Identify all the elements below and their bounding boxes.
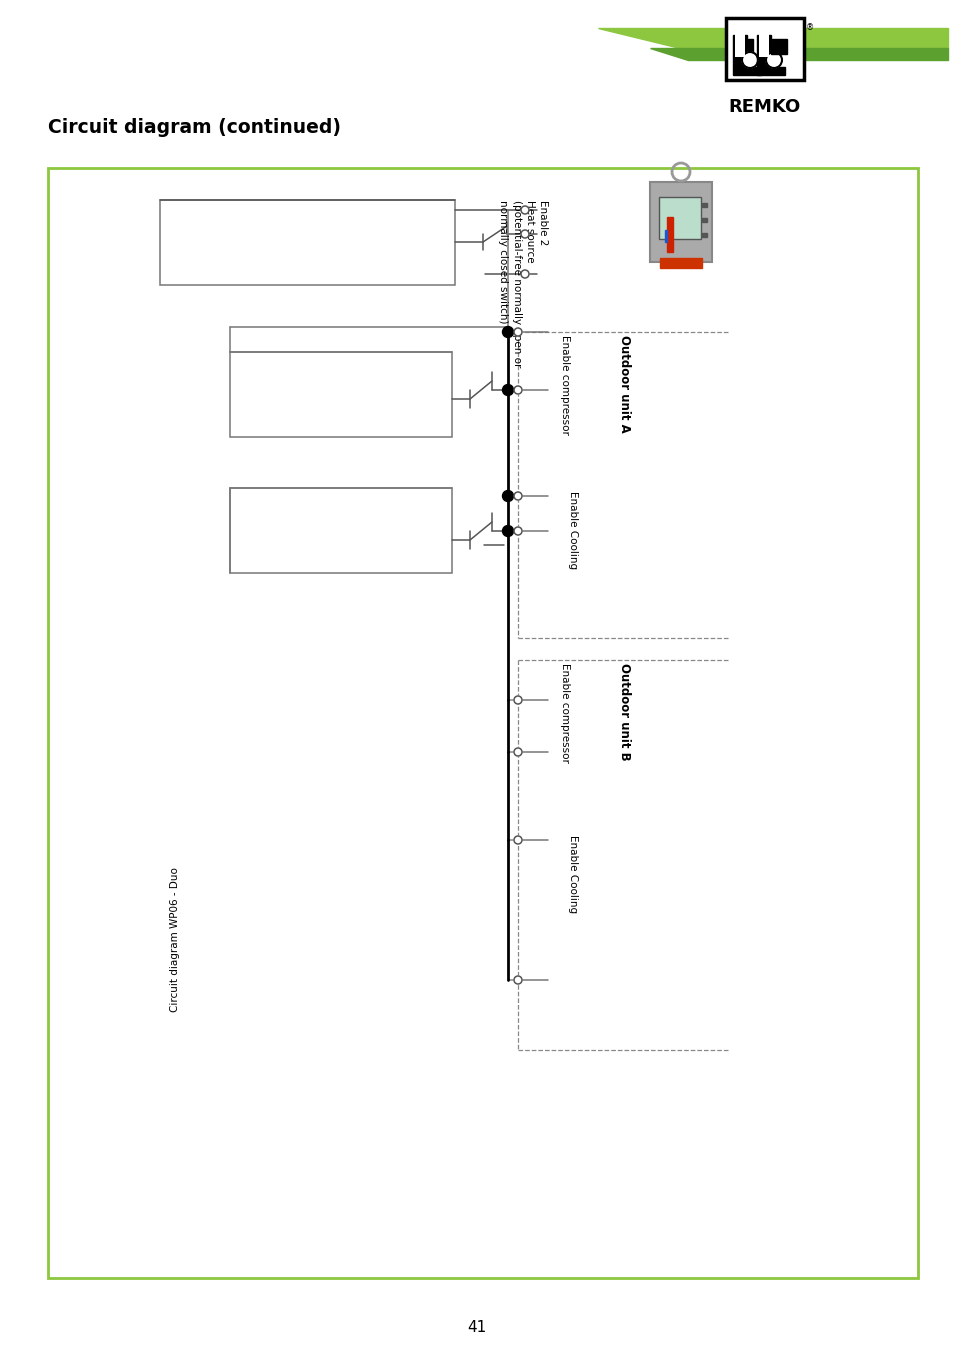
Bar xyxy=(732,35,746,76)
Bar xyxy=(770,68,784,76)
Circle shape xyxy=(514,976,521,984)
Bar xyxy=(659,197,700,239)
Circle shape xyxy=(514,526,521,535)
Circle shape xyxy=(520,230,529,238)
Circle shape xyxy=(514,491,521,500)
Bar xyxy=(746,68,760,76)
Bar xyxy=(746,39,752,54)
Circle shape xyxy=(741,53,758,68)
Circle shape xyxy=(514,328,521,336)
Polygon shape xyxy=(649,49,947,59)
Bar xyxy=(48,167,917,1278)
Bar xyxy=(734,26,744,57)
Bar xyxy=(664,230,666,242)
Bar xyxy=(701,202,706,207)
Bar xyxy=(770,39,786,54)
Bar xyxy=(659,258,701,269)
Bar xyxy=(649,182,711,262)
Text: REMKO: REMKO xyxy=(728,99,801,116)
Bar xyxy=(701,234,706,238)
Text: ®: ® xyxy=(805,23,814,32)
Bar xyxy=(230,487,452,572)
Text: Circuit diagram WP06 - Duo: Circuit diagram WP06 - Duo xyxy=(170,868,180,1012)
Circle shape xyxy=(520,207,529,215)
Circle shape xyxy=(514,386,521,394)
Polygon shape xyxy=(598,28,947,49)
Bar xyxy=(759,26,768,57)
Text: Circuit diagram (continued): Circuit diagram (continued) xyxy=(48,117,340,136)
Text: Enable 2
Heat source
(potential-free normally open or
normally closed switch): Enable 2 Heat source (potential-free nor… xyxy=(497,200,547,367)
Circle shape xyxy=(514,748,521,756)
Bar xyxy=(160,200,455,285)
Text: 41: 41 xyxy=(467,1320,486,1335)
Bar xyxy=(757,35,770,76)
Bar xyxy=(725,18,803,80)
Text: Enable compressor: Enable compressor xyxy=(559,335,569,435)
Text: Enable compressor: Enable compressor xyxy=(559,663,569,763)
Text: Outdoor unit A: Outdoor unit A xyxy=(618,335,630,433)
Circle shape xyxy=(765,53,781,68)
Bar xyxy=(701,217,706,221)
Circle shape xyxy=(502,385,513,396)
Bar xyxy=(230,352,452,437)
Circle shape xyxy=(520,270,529,278)
Circle shape xyxy=(502,525,513,536)
Text: Enable Cooling: Enable Cooling xyxy=(567,491,578,570)
Bar xyxy=(666,217,672,252)
Circle shape xyxy=(514,836,521,844)
Text: Outdoor unit B: Outdoor unit B xyxy=(618,663,630,760)
Text: Enable Cooling: Enable Cooling xyxy=(567,836,578,913)
Circle shape xyxy=(514,697,521,703)
Circle shape xyxy=(502,490,513,501)
Circle shape xyxy=(502,327,513,338)
